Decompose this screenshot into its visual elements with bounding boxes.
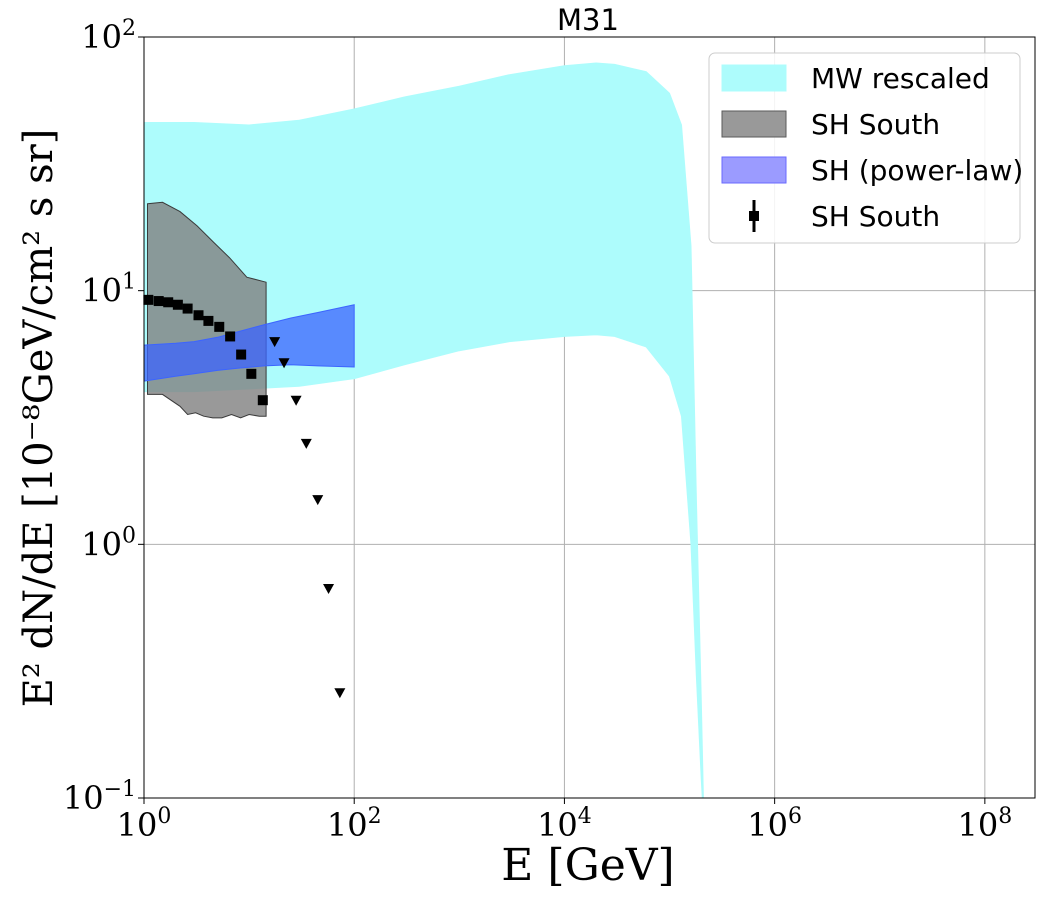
legend-swatch-1 [721,110,787,138]
y-axis-label: E² dN/dE [10⁻⁸GeV/cm² s sr] [16,129,62,708]
upper-limit-0 [269,337,281,348]
x-tick-label-4: 108 [957,804,1012,844]
upper-limit-4 [312,495,324,506]
legend-label-0: MW rescaled [811,62,990,95]
x-tick-label-1: 102 [327,804,382,844]
legend-swatch-0 [721,64,787,92]
data-point-6 [203,315,214,326]
y-ticks: 10−1 100 101 102 [63,16,144,817]
x-axis-label-text: E [GeV] [501,840,674,891]
upper-limit-5 [323,583,335,594]
upper-limit-1 [278,358,290,369]
y-tick-label-2: 101 [81,270,136,310]
data-point-3 [172,299,183,310]
data-point-2 [163,297,174,308]
data-point-11 [257,395,268,406]
legend-label-3: SH South [811,200,940,233]
legend: MW rescaled SH South SH (power-law) SH Sout… [708,52,1023,244]
mw-rescaled-band [144,62,704,798]
sh-power-law-band [144,304,355,382]
data-point-9 [236,349,247,360]
data-point-10 [246,368,257,379]
data-point-4 [182,303,193,314]
data-point-0 [143,294,154,305]
legend-marker-3 [749,211,759,221]
data-point-1 [153,296,164,307]
bands [144,62,704,798]
markers [143,294,346,699]
legend-label-2: SH (power-law) [811,154,1023,187]
chart-title: M31 [557,3,619,37]
x-axis-label: E [GeV] [501,840,674,891]
data-point-5 [193,310,204,321]
legend-box [708,52,1021,244]
data-point-8 [225,331,236,342]
legend-swatch-2 [721,156,787,184]
x-tick-label-2: 104 [537,804,592,844]
y-tick-label-0: 10−1 [63,777,136,817]
upper-limit-2 [290,395,302,406]
y-tick-label-1: 100 [81,523,136,563]
x-ticks: 100 102 104 106 108 [117,798,1012,844]
plot-frame [143,36,1036,799]
plot-area [143,36,1036,799]
x-tick-label-0: 100 [117,804,172,844]
legend-label-1: SH South [811,108,940,141]
y-tick-label-3: 102 [81,16,136,56]
upper-limit-6 [334,688,346,699]
upper-limit-3 [300,438,312,449]
x-tick-label-3: 106 [747,804,802,844]
data-point-7 [214,321,225,332]
y-axis-label-text: E² dN/dE [10⁻⁸GeV/cm² s sr] [16,129,62,708]
